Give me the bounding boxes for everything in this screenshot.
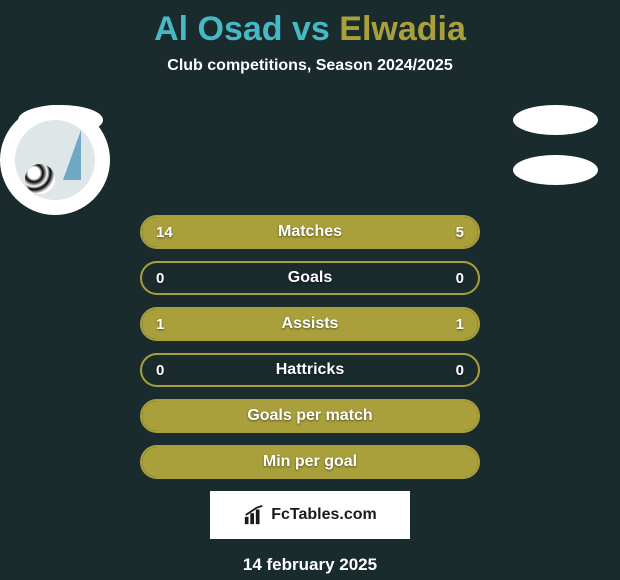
stat-label: Goals per match: [247, 407, 372, 425]
brand-chart-icon: [243, 504, 265, 526]
stat-label: Assists: [282, 315, 339, 333]
stat-value-right: 0: [456, 270, 464, 287]
stat-row: 0 0 Hattricks: [140, 353, 480, 387]
stat-label: Matches: [278, 223, 342, 241]
stat-row: 1 1 Assists: [140, 307, 480, 341]
team-b-crest-1: [513, 105, 598, 135]
stat-value-right: 5: [456, 224, 464, 241]
vs-text: vs: [283, 10, 340, 48]
stat-value-left: 0: [156, 362, 164, 379]
stats-bars: 14 5 Matches 0 0 Goals 1 1 Assists 0 0 Hattricks Goa…: [140, 215, 480, 479]
team-b-name: Elwadia: [339, 10, 466, 48]
stat-value-right: 1: [456, 316, 464, 333]
stat-value-right: 0: [456, 362, 464, 379]
brand-box: FcTables.com: [210, 491, 410, 539]
crest-ball-icon: [25, 164, 55, 194]
crest-inner: [15, 120, 95, 200]
stat-value-left: 0: [156, 270, 164, 287]
footer-date: 14 february 2025: [0, 555, 620, 575]
content-area: 14 5 Matches 0 0 Goals 1 1 Assists 0 0 Hattricks Goa…: [0, 105, 620, 575]
stat-label: Min per goal: [263, 453, 357, 471]
stat-value-left: 14: [156, 224, 173, 241]
stat-label: Goals: [288, 269, 332, 287]
stat-row: Goals per match: [140, 399, 480, 433]
stat-value-left: 1: [156, 316, 164, 333]
subtitle: Club competitions, Season 2024/2025: [0, 57, 620, 105]
team-a-name: Al Osad: [154, 10, 282, 48]
stat-row: 0 0 Goals: [140, 261, 480, 295]
team-b-crest-2: [513, 155, 598, 185]
stat-row: Min per goal: [140, 445, 480, 479]
stat-fill-left: [142, 217, 390, 247]
stat-label: Hattricks: [276, 361, 344, 379]
brand-text: FcTables.com: [271, 506, 377, 524]
stat-row: 14 5 Matches: [140, 215, 480, 249]
crest-sail-icon: [63, 130, 81, 180]
stat-fill-right: [390, 217, 478, 247]
page-title: Al Osad vs Elwadia: [0, 0, 620, 57]
